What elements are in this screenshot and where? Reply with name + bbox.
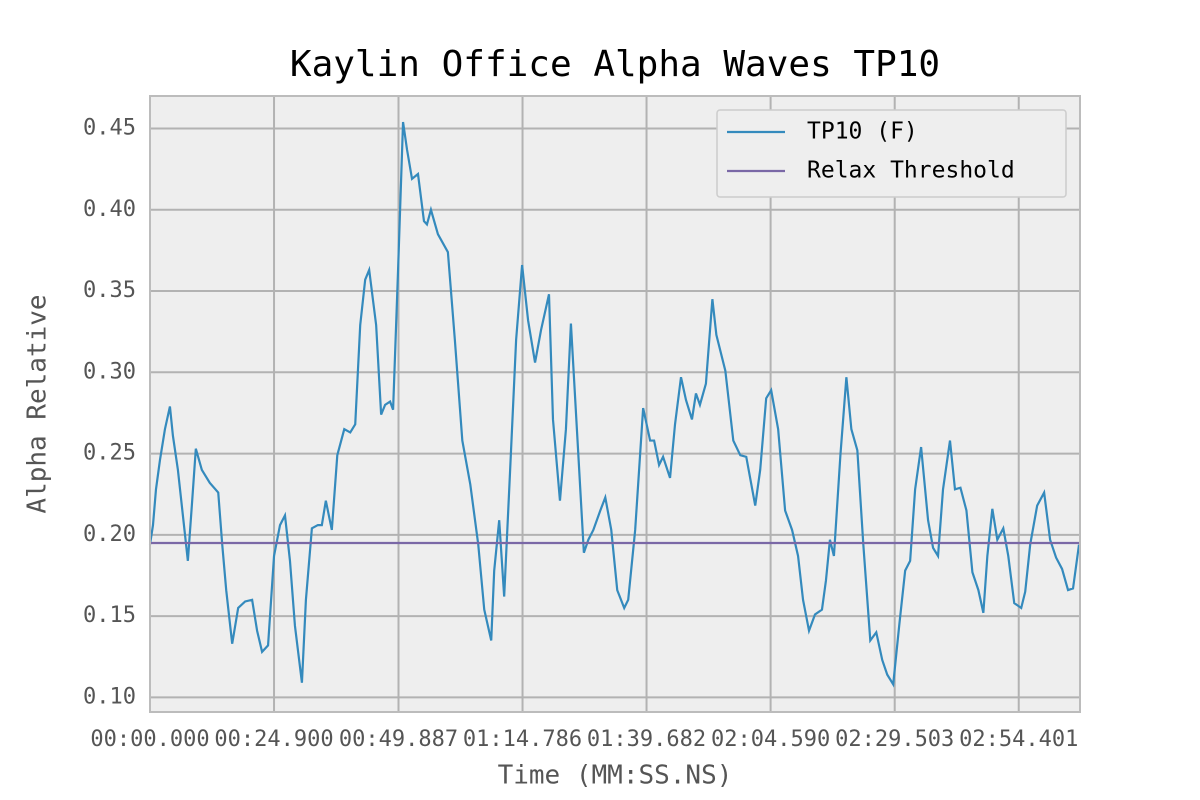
x-tick-label: 01:14.786 — [463, 727, 582, 752]
marks — [148, 121, 1081, 688]
x-tick-label: 00:24.900 — [214, 727, 333, 752]
legend-label: TP10 (F) — [807, 119, 918, 145]
x-tick-label: 02:29.503 — [835, 727, 954, 752]
chart-title: Kaylin Office Alpha Waves TP10 — [290, 44, 940, 85]
y-tick-label: 0.20 — [83, 522, 136, 547]
y-tick-label: 0.35 — [83, 278, 136, 303]
x-tick-label: 01:39.682 — [587, 727, 706, 752]
y-tick-label: 0.45 — [83, 116, 136, 141]
x-tick-label: 02:54.401 — [959, 727, 1078, 752]
line-series — [148, 121, 1081, 688]
x-axis-label: Time (MM:SS.NS) — [498, 761, 733, 791]
x-tick-label: 00:00.000 — [90, 727, 209, 752]
y-tick-label: 0.15 — [83, 603, 136, 628]
x-tick-label: 00:49.887 — [339, 727, 458, 752]
plot-frame — [149, 95, 1081, 713]
y-tick-label: 0.30 — [83, 359, 136, 384]
legend: TP10 (F) Relax Threshold — [716, 109, 1067, 198]
y-axis-label: Alpha Relative — [23, 294, 53, 513]
legend-label: Relax Threshold — [807, 158, 1015, 184]
legend-box — [716, 109, 1067, 198]
y-tick-label: 0.25 — [83, 441, 136, 466]
x-tick-label: 02:04.590 — [711, 727, 830, 752]
y-tick-label: 0.40 — [83, 197, 136, 222]
y-tick-label: 0.10 — [83, 684, 136, 709]
